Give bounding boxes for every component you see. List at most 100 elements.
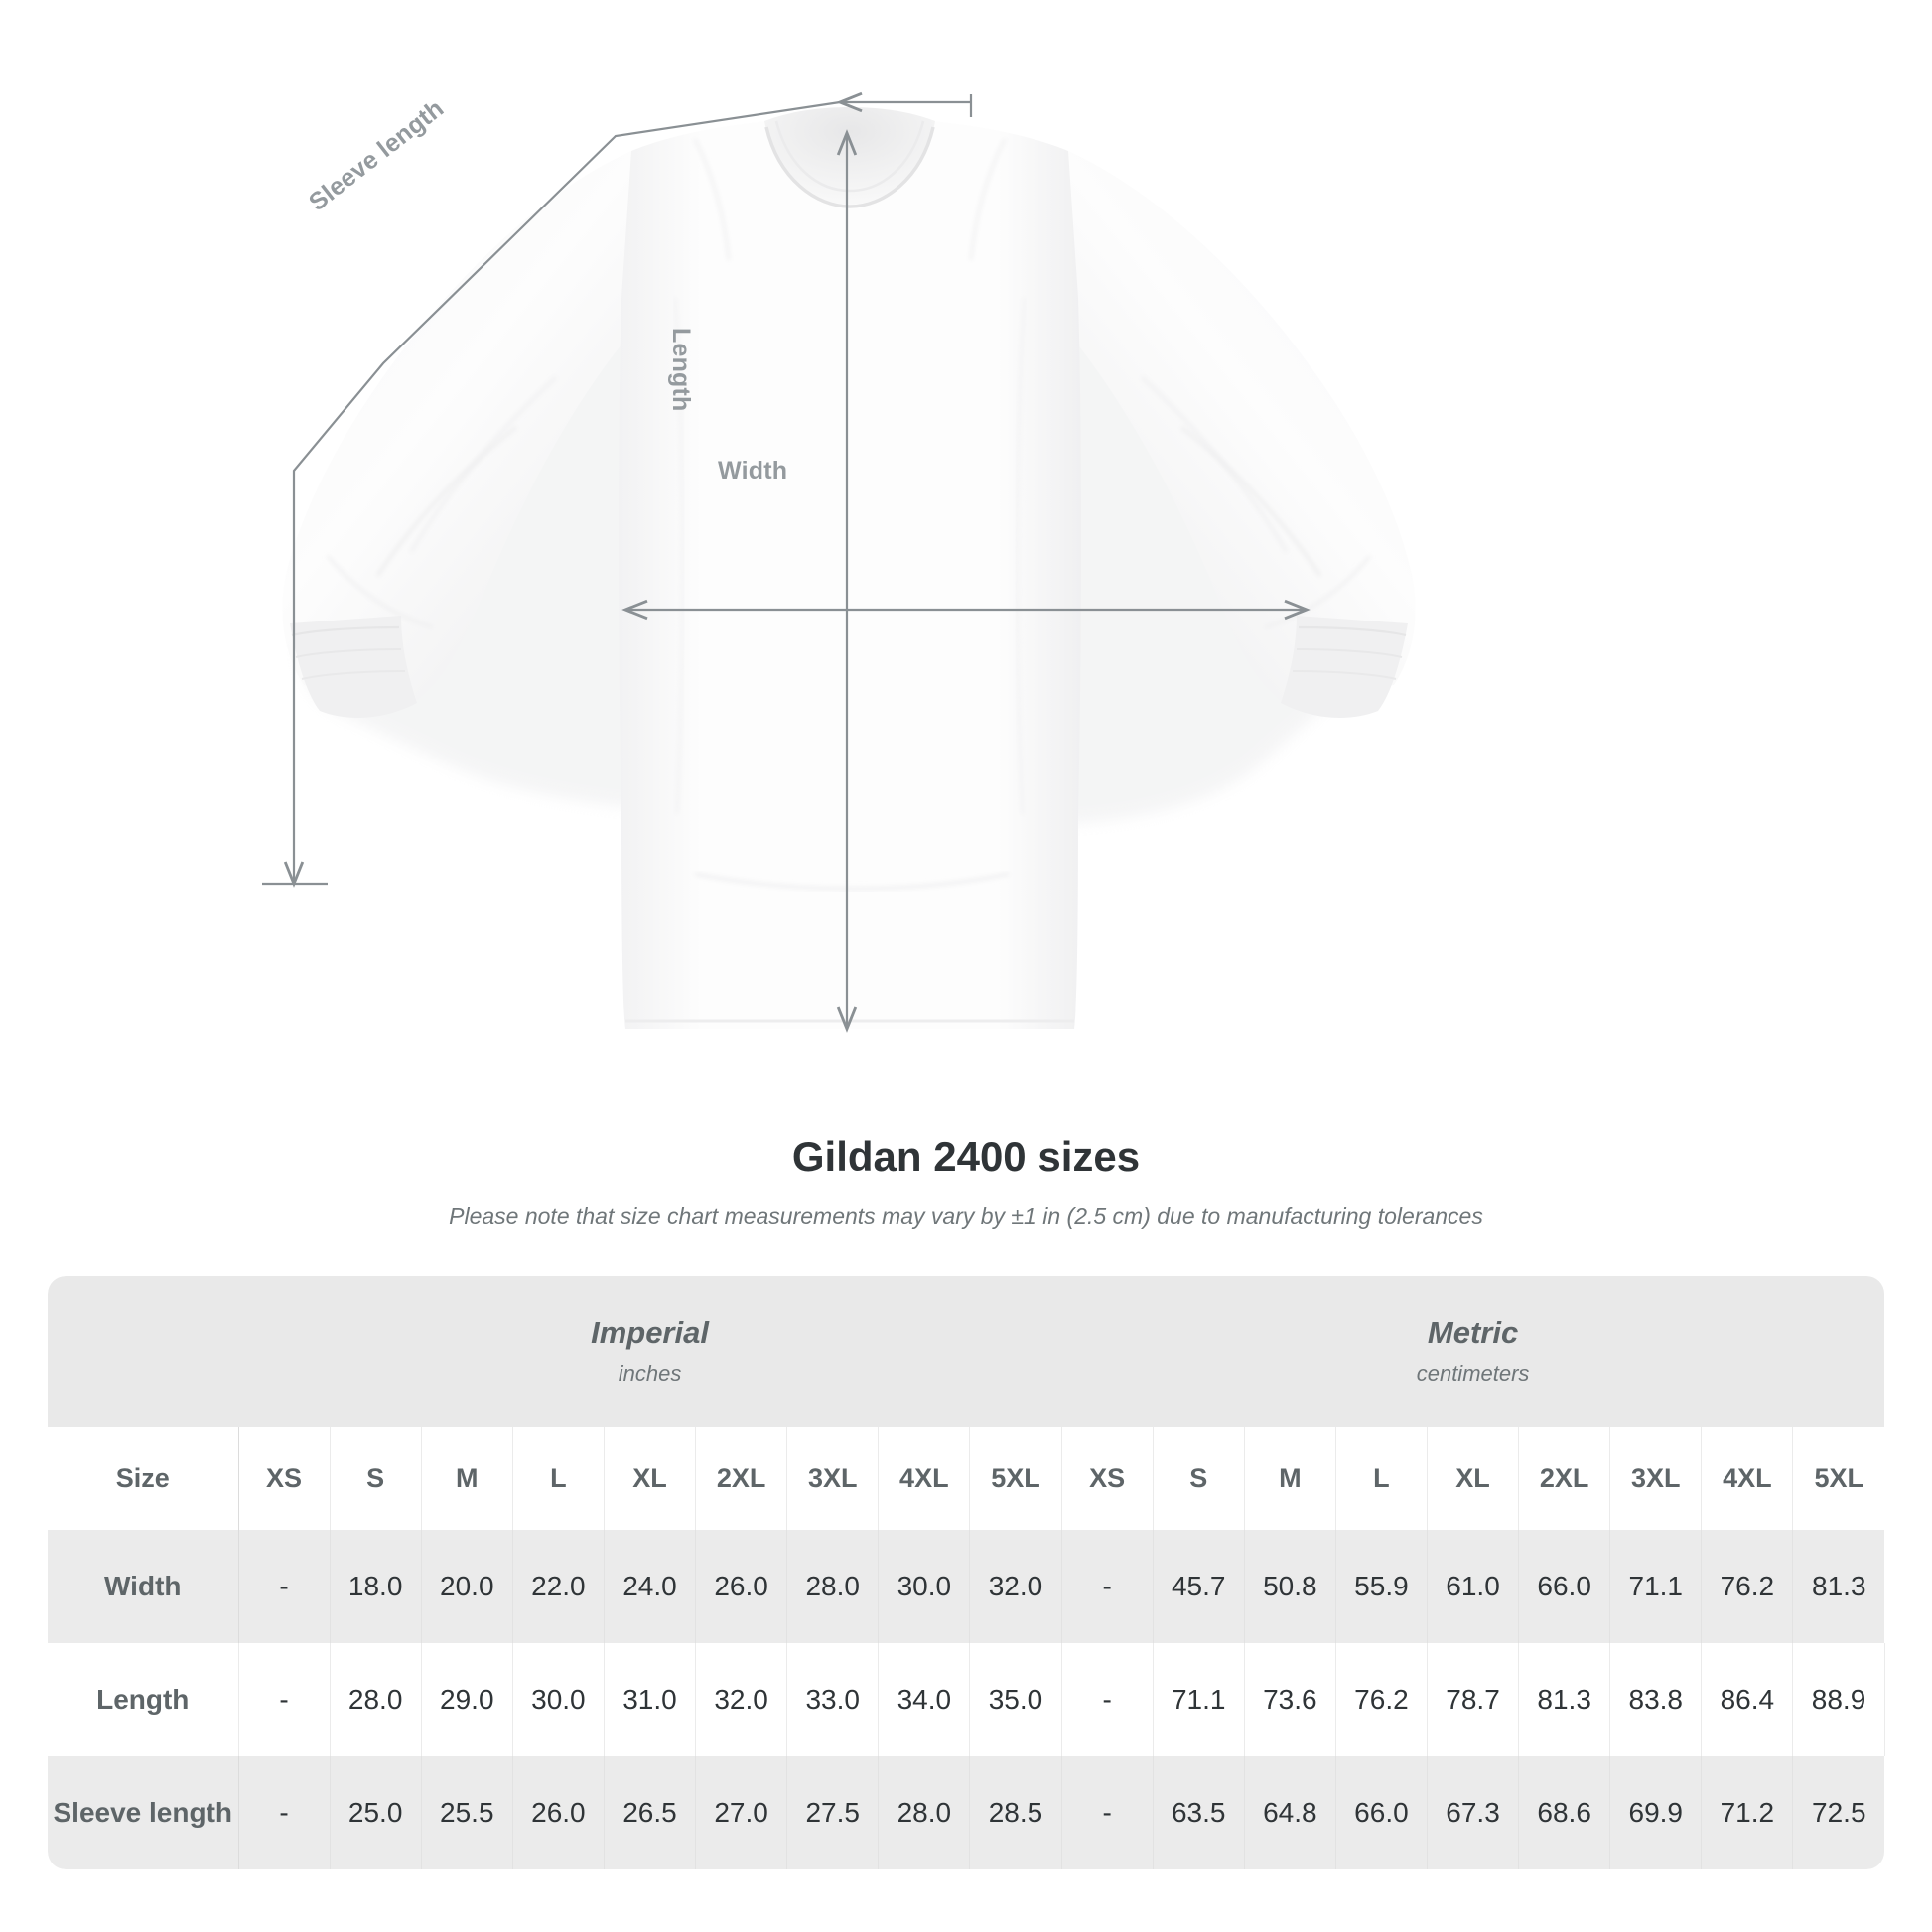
row-label-width: Width (48, 1530, 239, 1643)
cell-sleeve-length-imperial-3xl: 27.5 (786, 1756, 880, 1869)
cell-width-metric-3xl: 71.1 (1609, 1530, 1703, 1643)
header-size-4xl-metric: 4XL (1701, 1427, 1794, 1530)
header-size-s-imperial: S (330, 1427, 422, 1530)
heading-block: Gildan 2400 sizes Please note that size … (0, 1132, 1932, 1230)
left-sleeve (282, 151, 635, 718)
cell-sleeve-length-metric-s: 63.5 (1153, 1756, 1245, 1869)
cell-length-imperial-l: 30.0 (512, 1643, 605, 1756)
garment-body (619, 107, 1081, 1029)
cell-length-metric-2xl: 81.3 (1518, 1643, 1611, 1756)
cell-sleeve-length-metric-5xl: 72.5 (1792, 1756, 1885, 1869)
cell-sleeve-length-metric-xs: - (1060, 1756, 1154, 1869)
cell-width-metric-5xl: 81.3 (1792, 1530, 1885, 1643)
cell-sleeve-length-metric-m: 64.8 (1244, 1756, 1336, 1869)
header-size-m-metric: M (1244, 1427, 1336, 1530)
page-title: Gildan 2400 sizes (791, 1133, 1141, 1179)
cell-sleeve-length-metric-l: 66.0 (1335, 1756, 1428, 1869)
header-size-l-imperial: L (512, 1427, 605, 1530)
cell-length-metric-5xl: 88.9 (1792, 1643, 1885, 1756)
cell-width-imperial-s: 18.0 (330, 1530, 422, 1643)
cell-width-metric-2xl: 66.0 (1518, 1530, 1611, 1643)
cell-width-imperial-l: 22.0 (512, 1530, 605, 1643)
header-size-xl-imperial: XL (604, 1427, 697, 1530)
header-size-m-imperial: M (421, 1427, 513, 1530)
sleeve-length-guide (262, 91, 973, 888)
width-label: Width (718, 457, 788, 484)
cell-width-metric-4xl: 76.2 (1701, 1530, 1794, 1643)
cell-length-metric-3xl: 83.8 (1609, 1643, 1703, 1756)
cell-sleeve-length-imperial-s: 25.0 (330, 1756, 422, 1869)
cell-length-imperial-xs: - (238, 1643, 331, 1756)
cell-length-metric-m: 73.6 (1244, 1643, 1336, 1756)
unit-banner-spacer (48, 1276, 238, 1427)
cell-length-metric-xl: 78.7 (1427, 1643, 1520, 1756)
cell-width-imperial-xl: 24.0 (604, 1530, 697, 1643)
table-row: Width -18.0 20.0 22.0 24.0 26.0 28.0 30.0 32.0-4… (48, 1530, 1885, 1643)
unit-name: Metric (1427, 1315, 1519, 1350)
cell-sleeve-length-imperial-4xl: 28.0 (878, 1756, 971, 1869)
cell-width-imperial-2xl: 26.0 (695, 1530, 788, 1643)
header-size-s-metric: S (1153, 1427, 1245, 1530)
cell-sleeve-length-imperial-xs: - (238, 1756, 331, 1869)
cell-sleeve-length-imperial-xl: 26.5 (604, 1756, 697, 1869)
cell-sleeve-length-metric-3xl: 69.9 (1609, 1756, 1703, 1869)
cell-width-metric-s: 45.7 (1153, 1530, 1245, 1643)
cell-length-imperial-m: 29.0 (421, 1643, 513, 1756)
cell-length-metric-s: 71.1 (1153, 1643, 1245, 1756)
cell-length-imperial-4xl: 34.0 (878, 1643, 971, 1756)
header-size-5xl-imperial: 5XL (969, 1427, 1062, 1530)
header-size-2xl-metric: 2XL (1518, 1427, 1611, 1530)
cell-sleeve-length-metric-xl: 67.3 (1427, 1756, 1520, 1869)
cell-sleeve-length-imperial-m: 25.5 (421, 1756, 513, 1869)
cell-width-metric-m: 50.8 (1244, 1530, 1336, 1643)
cell-width-imperial-5xl: 32.0 (969, 1530, 1062, 1643)
cell-length-imperial-xl: 31.0 (604, 1643, 697, 1756)
cell-width-imperial-3xl: 28.0 (786, 1530, 880, 1643)
header-size-l-metric: L (1335, 1427, 1428, 1530)
unit-banner-metric: Metric centimeters (1061, 1276, 1885, 1427)
cell-width-metric-xl: 61.0 (1427, 1530, 1520, 1643)
page-subtitle: Please note that size chart measurements… (449, 1203, 1483, 1230)
right-sleeve (1064, 151, 1416, 718)
cell-length-imperial-5xl: 35.0 (969, 1643, 1062, 1756)
cell-width-imperial-4xl: 30.0 (878, 1530, 971, 1643)
size-table-container: Imperial inches Metric centimeters Size XS S M L… (48, 1276, 1885, 1869)
size-header-row: Size XS S M L XL 2XL 3XL 4XL 5XL XS S M L XL 2XL 3XL 4XL 5… (48, 1427, 1885, 1530)
cell-width-metric-xs: - (1060, 1530, 1154, 1643)
cell-length-imperial-3xl: 33.0 (786, 1643, 880, 1756)
cell-sleeve-length-metric-2xl: 68.6 (1518, 1756, 1611, 1869)
cell-length-metric-xs: - (1060, 1643, 1154, 1756)
size-chart-table: Imperial inches Metric centimeters Size XS S M L… (48, 1276, 1885, 1869)
unit-subtitle: centimeters (1416, 1361, 1530, 1386)
unit-name: Imperial (591, 1315, 709, 1350)
garment-illustration: Sleeve length Length Width (262, 91, 1416, 1033)
cell-sleeve-length-metric-4xl: 71.2 (1701, 1756, 1794, 1869)
cell-sleeve-length-imperial-l: 26.0 (512, 1756, 605, 1869)
header-size-4xl-imperial: 4XL (878, 1427, 971, 1530)
garment-svg (262, 91, 1416, 1033)
cell-sleeve-length-imperial-2xl: 27.0 (695, 1756, 788, 1869)
header-size-label: Size (48, 1427, 239, 1530)
cell-length-imperial-s: 28.0 (330, 1643, 422, 1756)
cell-width-metric-l: 55.9 (1335, 1530, 1428, 1643)
cell-length-metric-l: 76.2 (1335, 1643, 1428, 1756)
header-size-3xl-metric: 3XL (1609, 1427, 1703, 1530)
table-row: Sleeve length -25.0 25.5 26.0 26.5 27.0 27.5 28… (48, 1756, 1885, 1869)
header-size-5xl-metric: 5XL (1792, 1427, 1885, 1530)
header-size-xs-metric: XS (1060, 1427, 1154, 1530)
header-size-3xl-imperial: 3XL (786, 1427, 880, 1530)
header-size-xl-metric: XL (1427, 1427, 1520, 1530)
unit-subtitle: inches (618, 1361, 682, 1386)
row-label-length: Length (48, 1643, 239, 1756)
unit-banner-row: Imperial inches Metric centimeters (48, 1276, 1885, 1427)
unit-banner-imperial: Imperial inches (238, 1276, 1062, 1427)
cell-width-imperial-xs: - (238, 1530, 331, 1643)
header-size-2xl-imperial: 2XL (695, 1427, 788, 1530)
cell-length-metric-4xl: 86.4 (1701, 1643, 1794, 1756)
table-row: Length -28.0 29.0 30.0 31.0 32.0 33.0 34.0 35.0-… (48, 1643, 1885, 1756)
cell-sleeve-length-imperial-5xl: 28.5 (969, 1756, 1062, 1869)
cell-width-imperial-m: 20.0 (421, 1530, 513, 1643)
row-label-sleeve-length: Sleeve length (48, 1756, 239, 1869)
header-size-xs-imperial: XS (238, 1427, 331, 1530)
cell-length-imperial-2xl: 32.0 (695, 1643, 788, 1756)
